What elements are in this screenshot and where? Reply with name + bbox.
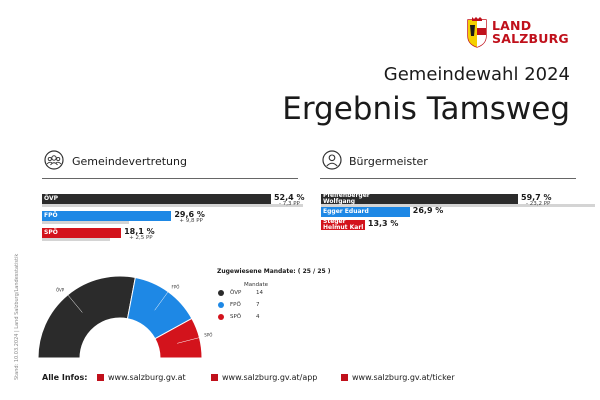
mayor-bar-label-1-0: Egger Eduard xyxy=(323,207,369,215)
seat-legend-count-2: 4 xyxy=(256,313,260,320)
seat-legend-party-2: SPÖ xyxy=(230,313,242,320)
seat-slice-SPÖ xyxy=(154,317,203,359)
footer-link-3[interactable]: www.salzburg.gv.at/ticker xyxy=(352,373,455,382)
council-heading: Gemeindevertretung xyxy=(72,155,187,168)
mayor-value-label-2: 13,3 % xyxy=(367,219,399,228)
seat-legend-party-0: ÖVP xyxy=(230,289,242,296)
footer-bullet xyxy=(341,374,348,381)
council-bar-label-1-0: FPÖ xyxy=(44,211,58,219)
land-salzburg-logo: LAND SALZBURG xyxy=(466,16,576,50)
seat-slice-label-2: SPÖ xyxy=(204,333,212,338)
person-icon xyxy=(322,150,342,170)
footer-bullet xyxy=(97,374,104,381)
seat-leader-line-0 xyxy=(64,291,83,313)
seat-slice-label-0: ÖVP xyxy=(56,288,65,293)
event-title: Gemeindewahl 2024 xyxy=(383,64,570,85)
seat-legend-dot-0 xyxy=(218,290,224,296)
brand-line2: SALZBURG xyxy=(492,31,569,46)
seat-legend-count-0: 14 xyxy=(256,289,263,296)
mayor-value-label-1: 26,9 % xyxy=(412,206,444,215)
seat-slice-label-1: FPÖ xyxy=(172,284,180,289)
council-divider xyxy=(42,178,298,179)
mayor-change-label-0: - 23,2 PP xyxy=(526,201,551,207)
seat-leader-line-1 xyxy=(154,288,171,311)
seat-legend-dot-2 xyxy=(218,314,224,320)
council-value-label-1: 29,6 % xyxy=(174,210,205,219)
mayor-divider xyxy=(320,178,576,179)
council-value-label-2: 18,1 % xyxy=(124,227,155,236)
seat-legend-party-1: FPÖ xyxy=(230,301,241,308)
mayor-bar-label-2-0: Steger xyxy=(323,217,346,225)
mayor-bar-label-0-1: Wolfgang xyxy=(323,198,356,205)
mayor-prev-bar-0 xyxy=(321,204,595,207)
brand-line1: LAND xyxy=(492,18,532,33)
seat-semicircle-chart: ÖVP FPÖ SPÖ xyxy=(37,275,212,359)
mayor-bar-1: Egger Eduard xyxy=(321,207,410,217)
mayor-heading: Bürgermeister xyxy=(349,155,428,168)
council-bar-label-2-0: SPÖ xyxy=(44,228,58,236)
council-prev-bar-1 xyxy=(42,221,129,224)
people-group-icon xyxy=(44,150,64,170)
source-note: Stand: 10.03.2024 | Land Salzburg/Landes… xyxy=(14,253,20,380)
council-prev-bar-2 xyxy=(42,238,111,241)
council-bar-2: SPÖ xyxy=(42,228,122,238)
seat-leader-line-2 xyxy=(177,336,204,344)
footer-link-1[interactable]: www.salzburg.gv.at xyxy=(108,373,186,382)
mayor-bar-label-2-1: Helmut Karl xyxy=(323,224,364,231)
council-prev-bar-0 xyxy=(42,204,303,207)
page-title: Ergebnis Tamsweg xyxy=(282,91,570,127)
council-bar-1: FPÖ xyxy=(42,211,172,221)
council-value-label-0: 52,4 % xyxy=(273,193,305,202)
mayor-value-label-0: 59,7 % xyxy=(521,193,552,202)
council-bar-label-0-0: ÖVP xyxy=(44,194,58,202)
seat-legend-header: Mandate xyxy=(244,282,269,288)
council-bar-0: ÖVP xyxy=(42,194,271,204)
council-change-label-2: + 2,5 PP xyxy=(129,235,153,241)
seat-slice-ÖVP xyxy=(37,275,136,359)
coat-of-arms-icon xyxy=(467,17,487,48)
footer-link-2[interactable]: www.salzburg.gv.at/app xyxy=(222,373,318,382)
mayor-bar-label-0-0: Pfeifenberger xyxy=(323,191,370,199)
footer-label: Alle Infos: xyxy=(42,373,88,382)
mayor-bar-2: Steger Helmut Karl xyxy=(321,217,365,231)
footer-bullet xyxy=(211,374,218,381)
council-change-label-1: + 9,8 PP xyxy=(179,218,203,224)
mayor-bar-0: Pfeifenberger Wolfgang xyxy=(321,191,518,205)
council-change-label-0: - 7,3 PP xyxy=(278,201,300,207)
seat-legend-dot-1 xyxy=(218,302,224,308)
seat-legend-count-1: 7 xyxy=(256,301,260,308)
seat-chart-title: Zugewiesene Mandate: ( 25 / 25 ) xyxy=(217,268,331,275)
